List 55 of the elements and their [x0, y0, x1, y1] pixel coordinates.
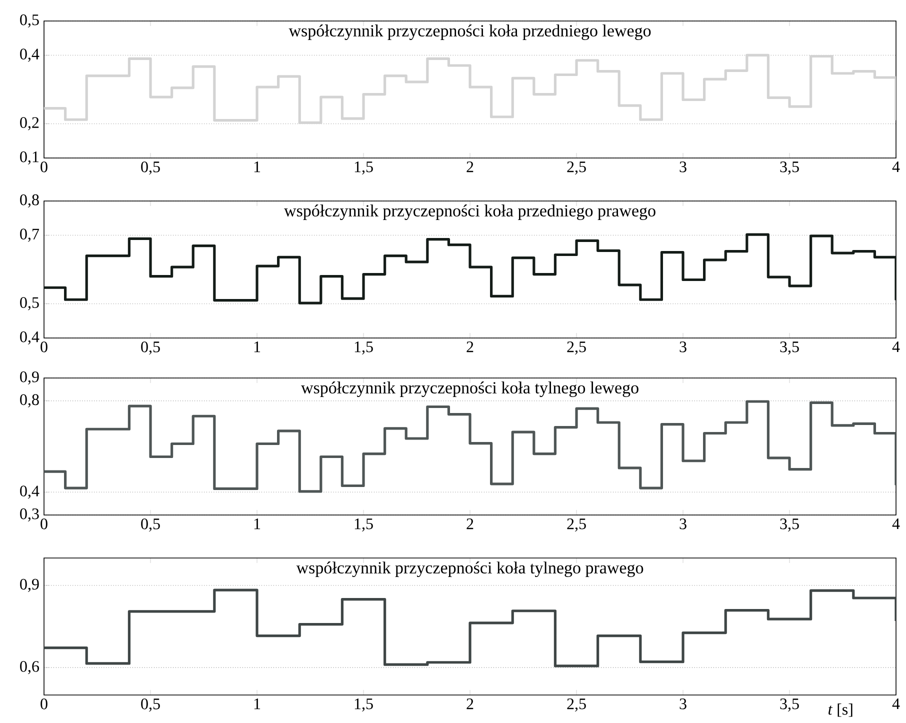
y-tick-label: 0,4 [20, 331, 40, 345]
x-tick-label: 4 [892, 162, 900, 172]
x-tick-label: 2,5 [567, 342, 586, 355]
x-tick-label: 1 [254, 518, 260, 530]
x-tick-label: 3,5 [780, 518, 799, 532]
x-tick-label: 0 [40, 162, 48, 172]
x-tick-label: 3,5 [780, 342, 799, 355]
x-tick-label: 0,5 [141, 518, 160, 532]
y-tick-label: 0,7 [20, 228, 40, 242]
x-tick-label: 1 [254, 698, 260, 710]
y-tick-label: 0,6 [20, 661, 40, 674]
y-tick-label: 0,3 [20, 508, 39, 522]
x-tick-label: 3 [680, 698, 686, 710]
chart-title: współczynnik przyczepności koła tylnego prawego [296, 562, 644, 578]
x-tick-label: 3,5 [780, 162, 799, 175]
x-tick-label: 2 [466, 342, 474, 352]
x-tick-label: 4 [892, 698, 900, 710]
x-tick-label: 3 [680, 518, 686, 530]
x-tick-label: 1 [254, 162, 260, 172]
x-axis-title: t [s] [828, 704, 852, 717]
x-tick-label: 1,5 [354, 342, 373, 355]
y-tick-label: 0,5 [20, 297, 39, 310]
x-tick-label: 0,5 [141, 342, 160, 355]
x-tick-label: 2 [466, 698, 474, 710]
x-tick-label: 2,5 [567, 162, 586, 175]
y-tick-label: 0,8 [20, 394, 39, 408]
x-tick-label: 4 [892, 518, 900, 530]
y-tick-label: 0,9 [20, 371, 39, 385]
y-tick-label: 0,9 [20, 578, 39, 592]
y-tick-label: 0,8 [20, 194, 39, 208]
x-tick-label: 4 [892, 342, 900, 352]
x-tick-label: 1,5 [354, 162, 373, 175]
chart-title: współczynnik przyczepności koła tylnego lewego [301, 382, 638, 398]
x-tick-label: 0 [40, 698, 48, 710]
chart-title: współczynnik przyczepności koła przedniego prawego [284, 204, 656, 220]
y-tick-label: 0,1 [20, 151, 39, 165]
x-tick-label: 3 [680, 162, 686, 172]
x-tick-label: 2 [466, 162, 474, 172]
y-tick-label: 0,4 [20, 48, 40, 62]
y-tick-label: 0,4 [20, 486, 40, 499]
x-tick-label: 3,5 [780, 698, 799, 712]
x-tick-label: 0 [40, 342, 48, 352]
chart-title: współczynnik przyczepności koła przedniego lewego [288, 24, 651, 40]
x-tick-label: 1 [254, 342, 260, 352]
x-tick-label: 2,5 [567, 518, 586, 532]
y-tick-label: 0,5 [20, 14, 39, 28]
x-tick-label: 1,5 [354, 518, 373, 532]
x-tick-label: 1,5 [354, 698, 373, 712]
x-tick-label: 2 [466, 518, 474, 530]
y-tick-label: 0,2 [20, 117, 39, 130]
x-tick-label: 0,5 [141, 698, 160, 712]
x-tick-label: 2,5 [567, 698, 586, 712]
x-tick-label: 0,5 [141, 162, 160, 175]
x-tick-label: 3 [680, 342, 686, 352]
x-tick-label: 0 [40, 518, 48, 530]
